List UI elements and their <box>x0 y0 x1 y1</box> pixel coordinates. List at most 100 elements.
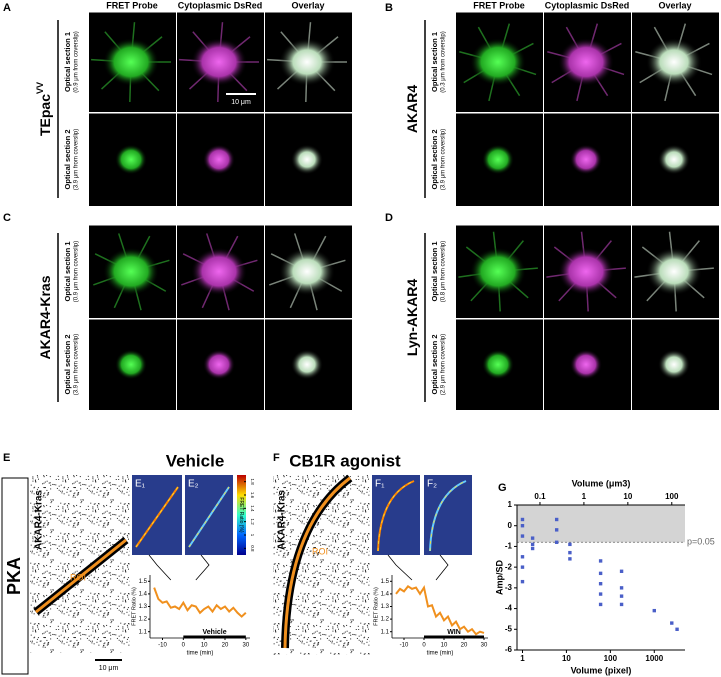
data-point <box>568 542 572 547</box>
colorbar-tick-label: 1.8 <box>250 479 255 486</box>
y-tick-label: -1 <box>505 542 513 551</box>
cell-body <box>570 349 602 380</box>
data-point <box>670 621 674 625</box>
data-point <box>652 608 656 613</box>
y-axis-label: FRET Ratio (%) <box>373 587 379 626</box>
probe-name: AKAR4 <box>404 85 420 133</box>
y-tick-label: 1.1 <box>139 629 148 635</box>
section-label: Optical section 2 <box>430 129 439 189</box>
cell-body <box>570 144 602 175</box>
section-label: Optical section 1 <box>63 241 72 301</box>
panel-label: G <box>498 482 507 494</box>
colorbar-tick-label: 1 <box>250 534 255 537</box>
x-tick-label: -10 <box>158 643 167 649</box>
section-label: (0.9 μm from coverslip) <box>74 241 80 302</box>
inset-label: E₁ <box>135 479 146 490</box>
x-axis-label: time (min) <box>187 651 214 657</box>
data-point <box>619 569 624 573</box>
probe-name-text: AKAR4 <box>404 85 420 133</box>
probe-name: TEpacVV <box>35 82 52 136</box>
threshold-label: p=0.05 <box>687 537 715 547</box>
cell-body <box>646 247 702 296</box>
inset-label: E₂ <box>188 479 199 490</box>
cell-body <box>115 349 147 380</box>
y-tick-label: 1.3 <box>139 604 148 610</box>
cell-body <box>558 247 614 296</box>
treatment-label: Vehicle <box>203 629 227 636</box>
y-tick-label: 0 <box>508 521 513 530</box>
probe-superscript: VV <box>35 82 45 94</box>
y-tick-label: 1 <box>508 500 513 509</box>
section-label: (3.9 μm from coverslip) <box>441 129 447 190</box>
data-point <box>530 536 535 540</box>
cell-body <box>470 247 526 296</box>
cell-body <box>646 38 702 86</box>
data-point <box>530 542 535 547</box>
x-tick-label: 100 <box>604 654 618 663</box>
cell-body <box>203 349 235 380</box>
x-tick-label: 1 <box>520 654 525 663</box>
section-label: Optical section 2 <box>63 129 72 189</box>
data-point <box>520 517 525 522</box>
panel-label: D <box>385 212 393 224</box>
section-label: (2.9 μm from coverslip) <box>441 334 447 395</box>
section-label: Optical section 1 <box>430 32 439 92</box>
x2-tick-label: 0.1 <box>534 492 546 501</box>
connector <box>148 554 172 581</box>
colorbar-label: FRET Ratio (%) <box>238 497 244 533</box>
inset-label: F₂ <box>427 479 437 490</box>
panel-label: F <box>273 452 280 464</box>
probe-name-text: AKAR4-Kras <box>37 275 53 359</box>
connector <box>387 554 413 581</box>
y-axis-label: Amp/SD <box>494 560 504 596</box>
data-point <box>568 557 572 561</box>
data-point <box>520 555 525 559</box>
cell-body <box>482 349 514 380</box>
colorbar-tick-label: 1.2 <box>250 519 255 526</box>
colorbar-tick-label: 0.8 <box>250 545 255 552</box>
data-point <box>619 594 624 598</box>
y-tick-label: -3 <box>505 583 513 592</box>
y-tick-label: 1.2 <box>381 617 390 623</box>
x-tick-label: 10 <box>441 643 448 649</box>
probe-name: AKAR4-Kras <box>277 490 288 550</box>
y-tick-label: -5 <box>505 624 513 633</box>
series-line <box>395 584 485 636</box>
data-point <box>520 534 525 538</box>
section-label: (0.9 μm from coverslip) <box>74 31 80 92</box>
x-tick-label: 0 <box>182 643 186 649</box>
data-point <box>520 579 525 584</box>
data-point <box>554 517 559 522</box>
ratio-image <box>424 475 472 555</box>
cell-body <box>470 38 526 86</box>
data-point <box>598 571 603 576</box>
ratio-trace <box>429 480 467 552</box>
significance-band <box>517 505 685 543</box>
section-label: Optical section 1 <box>430 241 439 301</box>
panel-label: B <box>385 2 393 14</box>
section-label: (0.3 μm from coverslip) <box>441 31 447 92</box>
panel-label: E <box>3 452 10 464</box>
x2-axis-label: Volume (μm3) <box>572 478 631 488</box>
cell-body <box>191 38 247 86</box>
data-point <box>619 602 624 607</box>
probe-name-text: TEpac <box>37 94 53 136</box>
y-tick-label: 1.2 <box>139 617 148 623</box>
roi-label: ROI <box>312 546 328 556</box>
y-tick-label: 1.4 <box>381 591 390 597</box>
panel-label: A <box>3 2 11 14</box>
cell-body <box>279 247 335 296</box>
x-tick-label: -10 <box>400 643 409 649</box>
data-point <box>598 582 603 586</box>
section-label: Optical section 2 <box>63 334 72 394</box>
y-tick-label: -6 <box>505 645 513 654</box>
probe-name: AKAR4-Kras <box>37 275 53 359</box>
cell-body <box>291 349 323 380</box>
cell-body <box>658 349 690 380</box>
column-header: Cytoplasmic DsRed <box>178 0 263 10</box>
cell-body <box>103 38 159 86</box>
stipple-image <box>30 475 130 653</box>
cell-body <box>203 144 235 175</box>
colorbar-tick-label: 1.4 <box>250 505 255 512</box>
x-tick-label: 30 <box>242 643 249 649</box>
